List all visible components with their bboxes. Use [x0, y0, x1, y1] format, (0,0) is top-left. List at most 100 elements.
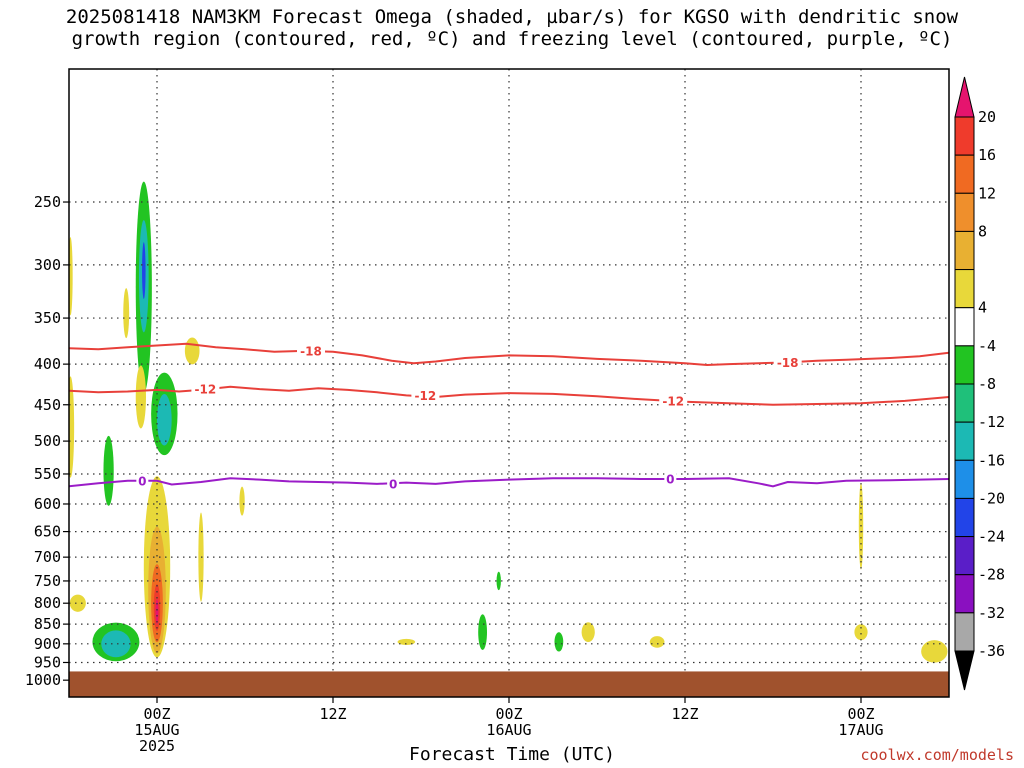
contour-label-3: -12: [415, 389, 437, 403]
omega-shading: [69, 181, 948, 663]
omega-blob-18: [239, 486, 245, 516]
y-tick-label-750: 750: [34, 572, 61, 590]
y-tick-label-250: 250: [34, 193, 61, 211]
x-tick-label-24-1: 16AUG: [486, 721, 531, 739]
colorbar: 20 16 12 8 4 -4 -8 -12 -16 -20 -24 -28 -32 -36: [954, 76, 1005, 691]
x-tick-label-0-1: 15AUG: [134, 721, 179, 739]
colorbar-label-9: -20: [978, 489, 1005, 507]
x-tick-label-0-2: 2025: [139, 737, 175, 755]
x-tick-label-36-0: 12Z: [671, 705, 698, 723]
x-tick-label-12-0: 12Z: [319, 705, 346, 723]
contour-label-5: 0: [138, 474, 146, 488]
contour-label-bg-5: [136, 473, 149, 488]
y-tick-label-300: 300: [34, 256, 61, 274]
y-tick-label-650: 650: [34, 523, 61, 541]
y-tick-label-1000: 1000: [25, 671, 61, 689]
contour-label-bg-0: [297, 343, 325, 358]
contour-label-bg-7: [664, 471, 677, 486]
omega-blob-20: [101, 630, 131, 658]
colorbar-label-11: -28: [978, 566, 1005, 584]
y-tick-label-800: 800: [34, 594, 61, 612]
y-axis-ticks: 250 300 350 400 450 500 550 600 650 700 750 800 850 9…: [25, 193, 69, 689]
colorbar-box-5: [954, 307, 975, 347]
colorbar-box-9: [954, 459, 975, 499]
omega-blob-5: [103, 435, 114, 506]
omega-blob-26: [649, 636, 665, 648]
x-axis-title: Forecast Time (UTC): [409, 744, 615, 765]
contour-label-bg-6: [387, 476, 400, 491]
x-tick-label-24-0: 00Z: [495, 705, 522, 723]
y-tick-label-850: 850: [34, 615, 61, 633]
chart-title: 2025081418 NAM3KM Forecast Omega (shaded…: [0, 6, 1024, 50]
contour-label-bg-1: [773, 355, 802, 370]
omega-blob-25: [397, 638, 416, 645]
contour-label-bg-3: [411, 388, 440, 403]
y-tick-label-350: 350: [34, 309, 61, 327]
colorbar-box-6: [954, 345, 975, 385]
chart-title-line2: growth region (contoured, red, ºC) and f…: [71, 28, 953, 50]
contour-label-4: -12: [662, 394, 684, 408]
omega-blob-29: [921, 640, 948, 663]
omega-blob-10: [69, 237, 73, 316]
colorbar-box-3: [954, 230, 975, 271]
omega-blob-16: [155, 599, 159, 625]
colorbar-box-4: [954, 269, 975, 309]
colorbar-box-10: [954, 497, 975, 538]
y-tick-label-600: 600: [34, 495, 61, 513]
colorbar-label-13: -36: [978, 642, 1005, 660]
colorbar-box-1: [954, 154, 975, 194]
contour-label-2: -12: [195, 383, 217, 397]
colorbar-box-7: [954, 383, 975, 423]
contour-label-bg-4: [659, 393, 688, 408]
omega-blob-22: [496, 571, 501, 591]
x-tick-label-48-0: 00Z: [847, 705, 874, 723]
omega-blob-28: [854, 624, 868, 641]
plot-area: -18 -18 -12 -12 -12 0 0 0: [69, 69, 949, 697]
colorbar-label-6: -8: [978, 375, 996, 393]
omega-blob-23: [554, 632, 564, 652]
colorbar-box-13: [954, 612, 975, 652]
colorbar-label-4: 4: [978, 299, 987, 317]
y-tick-label-900: 900: [34, 635, 61, 653]
omega-blob-7: [123, 288, 130, 339]
colorbar-label-12: -32: [978, 604, 1005, 622]
colorbar-box-8: [954, 421, 975, 461]
colorbar-label-5: -4: [978, 337, 996, 355]
contour-label-6: 0: [389, 477, 397, 491]
y-tick-label-700: 700: [34, 548, 61, 566]
contour-line-0: [69, 342, 949, 367]
omega-blob-21: [478, 614, 487, 650]
colorbar-top-arrow: [954, 76, 975, 118]
colorbar-label-0: 20: [978, 108, 996, 126]
contour-label-1: -18: [777, 356, 799, 370]
colorbar-label-7: -12: [978, 413, 1005, 431]
y-tick-label-950: 950: [34, 653, 61, 671]
x-tick-label-48-1: 17AUG: [838, 721, 883, 739]
y-tick-label-400: 400: [34, 355, 61, 373]
credit-link[interactable]: coolwx.com/models: [860, 746, 1014, 764]
y-tick-label-500: 500: [34, 432, 61, 450]
colorbar-label-2: 12: [978, 184, 996, 202]
colorbar-label-3: 8: [978, 222, 987, 240]
contour-label-0: -18: [300, 344, 322, 358]
omega-blob-11: [69, 594, 86, 612]
contour-labels: -18 -18 -12 -12 -12 0 0 0: [136, 343, 802, 491]
contour-lines: [69, 342, 949, 488]
ground-terrain: [69, 671, 949, 697]
colorbar-box-11: [954, 536, 975, 576]
omega-blob-6: [135, 365, 146, 429]
y-tick-label-550: 550: [34, 465, 61, 483]
colorbar-label-8: -16: [978, 451, 1005, 469]
colorbar-label-10: -24: [978, 528, 1005, 546]
colorbar-label-1: 16: [978, 146, 996, 164]
contour-label-7: 0: [666, 472, 674, 486]
colorbar-box-12: [954, 574, 975, 614]
omega-blob-2: [142, 242, 146, 299]
omega-blob-24: [581, 622, 595, 643]
y-tick-label-450: 450: [34, 396, 61, 414]
colorbar-box-0: [954, 116, 975, 156]
contour-label-bg-2: [191, 382, 220, 397]
omega-blob-8: [184, 337, 200, 365]
